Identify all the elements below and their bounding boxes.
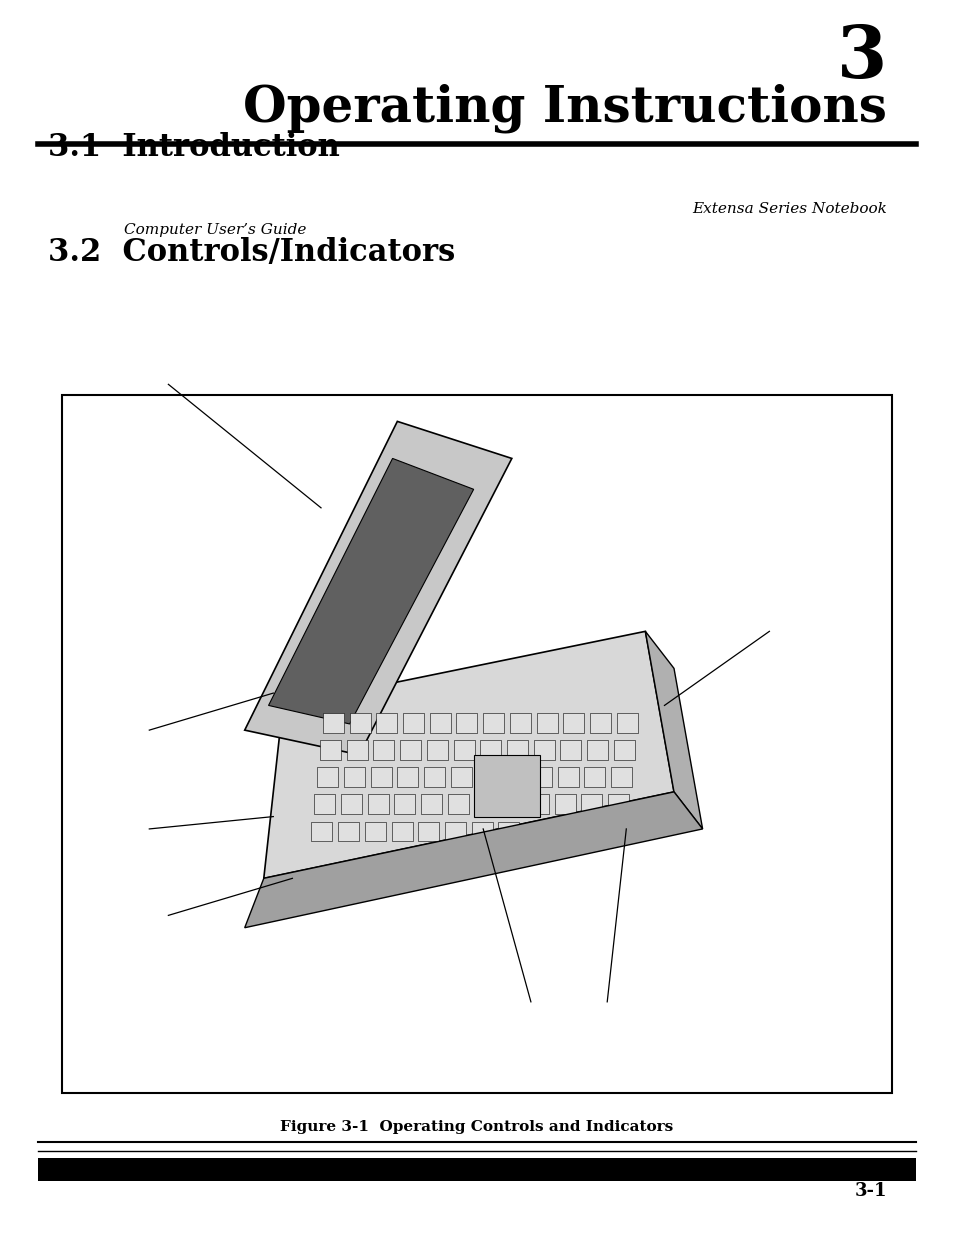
Bar — [374, 740, 395, 760]
Polygon shape — [644, 631, 701, 829]
Bar — [444, 821, 466, 841]
Bar — [614, 740, 635, 760]
Bar — [456, 713, 477, 732]
Bar — [562, 713, 583, 732]
Bar — [316, 767, 337, 787]
Bar — [581, 794, 602, 814]
Bar — [397, 767, 418, 787]
Bar — [471, 821, 492, 841]
Bar — [370, 767, 391, 787]
Bar — [527, 794, 549, 814]
Bar — [454, 740, 475, 760]
Bar — [559, 740, 581, 760]
Bar — [451, 767, 471, 787]
Bar — [524, 821, 545, 841]
Bar — [341, 794, 362, 814]
Text: 3: 3 — [836, 22, 886, 93]
Bar — [557, 767, 578, 787]
Text: 3.1  Introduction: 3.1 Introduction — [48, 132, 339, 163]
Bar — [62, 395, 891, 1093]
Bar — [320, 740, 341, 760]
Bar — [343, 767, 364, 787]
Bar — [536, 713, 557, 732]
Bar — [395, 794, 416, 814]
Text: Computer User’s Guide: Computer User’s Guide — [124, 224, 306, 237]
Bar — [350, 713, 371, 732]
Text: 3.2  Controls/Indicators: 3.2 Controls/Indicators — [48, 237, 455, 268]
Bar — [483, 713, 504, 732]
Bar — [497, 821, 518, 841]
Polygon shape — [244, 792, 701, 927]
Bar — [322, 713, 343, 732]
Bar — [611, 767, 632, 787]
Polygon shape — [263, 631, 673, 878]
Polygon shape — [269, 458, 473, 724]
Bar — [605, 821, 626, 841]
Bar — [314, 794, 335, 814]
Bar — [503, 767, 524, 787]
Bar — [608, 794, 629, 814]
Bar — [347, 740, 368, 760]
Bar — [375, 713, 396, 732]
Bar — [311, 821, 333, 841]
Polygon shape — [244, 421, 511, 755]
Bar — [477, 767, 497, 787]
Bar — [509, 713, 530, 732]
Bar — [429, 713, 451, 732]
Bar — [578, 821, 599, 841]
Bar — [475, 794, 496, 814]
Text: Figure 3-1  Operating Controls and Indicators: Figure 3-1 Operating Controls and Indica… — [280, 1120, 673, 1134]
Text: Extensa Series Notebook: Extensa Series Notebook — [692, 203, 886, 216]
Bar — [367, 794, 389, 814]
Bar — [417, 821, 438, 841]
Bar — [616, 713, 638, 732]
Bar — [403, 713, 423, 732]
Bar — [551, 821, 572, 841]
Bar — [500, 794, 522, 814]
Bar — [583, 767, 605, 787]
Bar — [555, 794, 576, 814]
Bar — [423, 767, 444, 787]
Bar — [480, 740, 501, 760]
Bar — [530, 767, 551, 787]
Bar — [587, 740, 608, 760]
Bar — [534, 740, 555, 760]
Text: 3-1: 3-1 — [854, 1182, 886, 1200]
Bar — [427, 740, 448, 760]
Bar — [391, 821, 412, 841]
Bar — [38, 1158, 915, 1181]
Bar — [589, 713, 611, 732]
Bar — [400, 740, 421, 760]
Bar — [473, 755, 539, 816]
Bar — [507, 740, 528, 760]
Bar — [448, 794, 469, 814]
Bar — [364, 821, 385, 841]
Bar — [337, 821, 358, 841]
Bar — [421, 794, 442, 814]
Text: Operating Instructions: Operating Instructions — [243, 84, 886, 133]
